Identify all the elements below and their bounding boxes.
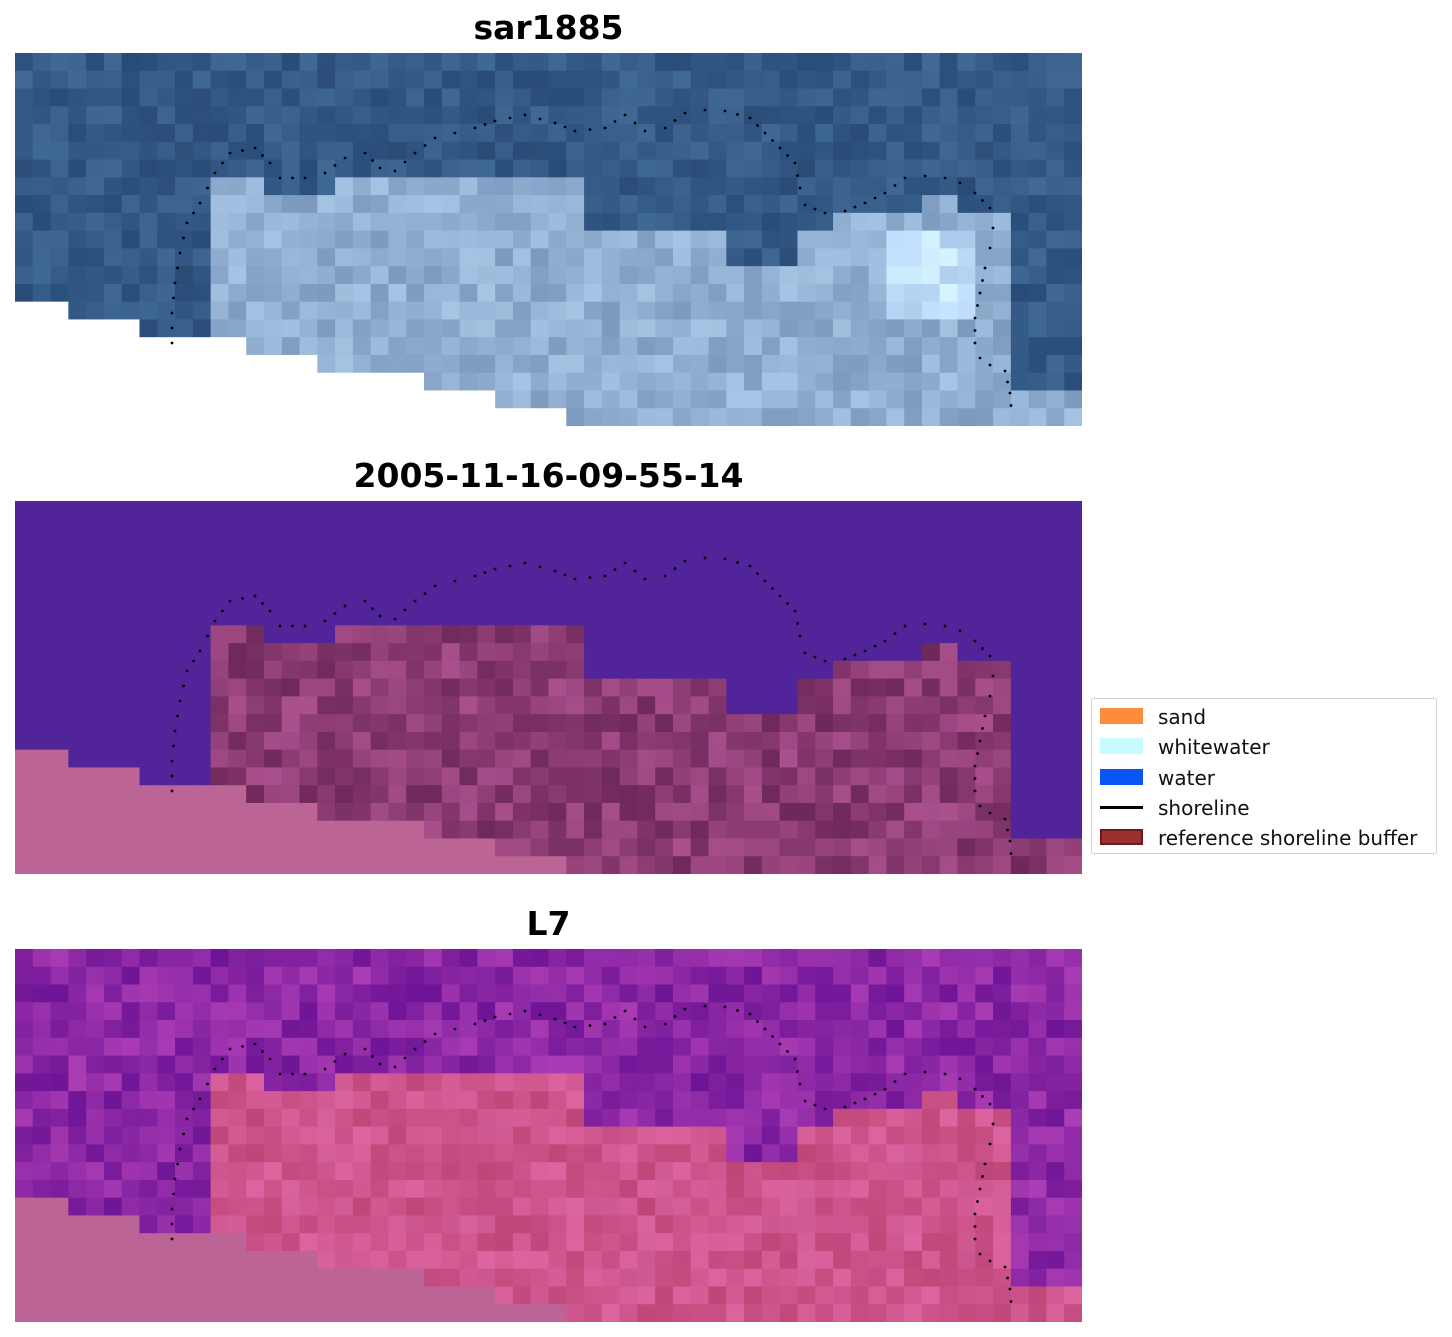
shoreline-mndwi bbox=[170, 1004, 1013, 1303]
legend-item-reference-buffer: reference shoreline buffer bbox=[1092, 825, 1436, 850]
water-swatch bbox=[1100, 769, 1143, 785]
shoreline-classified bbox=[170, 556, 1013, 855]
legend-label-sand: sand bbox=[1158, 705, 1207, 729]
reference-buffer-swatch bbox=[1100, 829, 1143, 845]
whitewater-swatch bbox=[1100, 738, 1143, 754]
mndwi-image-panel bbox=[15, 949, 1082, 1322]
shoreline-line-swatch bbox=[1100, 806, 1143, 809]
legend-item-shoreline: shoreline bbox=[1092, 795, 1436, 820]
legend-label-shoreline: shoreline bbox=[1158, 796, 1250, 820]
rgb-image-panel bbox=[15, 53, 1082, 426]
legend: sand whitewater water shoreline referenc… bbox=[1091, 698, 1437, 854]
panel-title-rgb: sar1885 bbox=[473, 8, 624, 47]
legend-item-water: water bbox=[1092, 765, 1436, 790]
shoreline-rgb bbox=[170, 108, 1013, 407]
panel-title-classified: 2005-11-16-09-55-14 bbox=[353, 456, 744, 495]
classified-image bbox=[15, 501, 1082, 874]
panel-title-mndwi: L7 bbox=[526, 904, 571, 943]
mndwi-image bbox=[15, 949, 1082, 1322]
legend-label-reference-buffer: reference shoreline buffer bbox=[1158, 826, 1418, 850]
sand-swatch bbox=[1100, 708, 1143, 724]
legend-label-water: water bbox=[1158, 766, 1215, 790]
classified-image-panel bbox=[15, 501, 1082, 874]
legend-item-sand: sand bbox=[1092, 704, 1436, 729]
rgb-image bbox=[15, 53, 1082, 426]
legend-item-whitewater: whitewater bbox=[1092, 734, 1436, 759]
legend-label-whitewater: whitewater bbox=[1158, 735, 1270, 759]
